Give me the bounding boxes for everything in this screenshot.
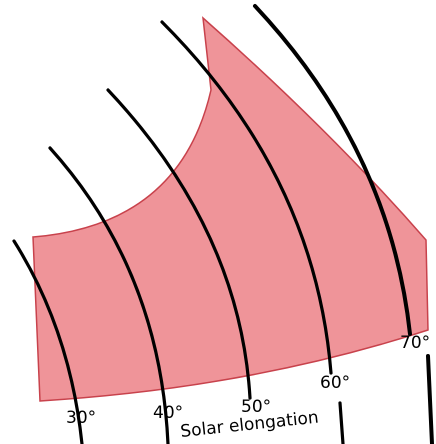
elongation-arc-60-lower: [338, 401, 345, 444]
arc-label-30: 30°: [66, 408, 96, 428]
elongation-arc-50: [106, 88, 252, 400]
observation-region: [32, 16, 429, 402]
arc-label-70: 70°: [400, 333, 430, 353]
arc-label-40: 40°: [153, 403, 183, 423]
elongation-arc-70: [253, 4, 412, 336]
arc-label-50: 50°: [241, 397, 271, 417]
arc-label-60: 60°: [320, 373, 350, 393]
elongation-arc-30: [12, 239, 84, 444]
elongation-arc-60: [160, 20, 333, 375]
elongation-arc-70-lower: [426, 354, 434, 444]
elongation-arc-40: [48, 146, 170, 444]
